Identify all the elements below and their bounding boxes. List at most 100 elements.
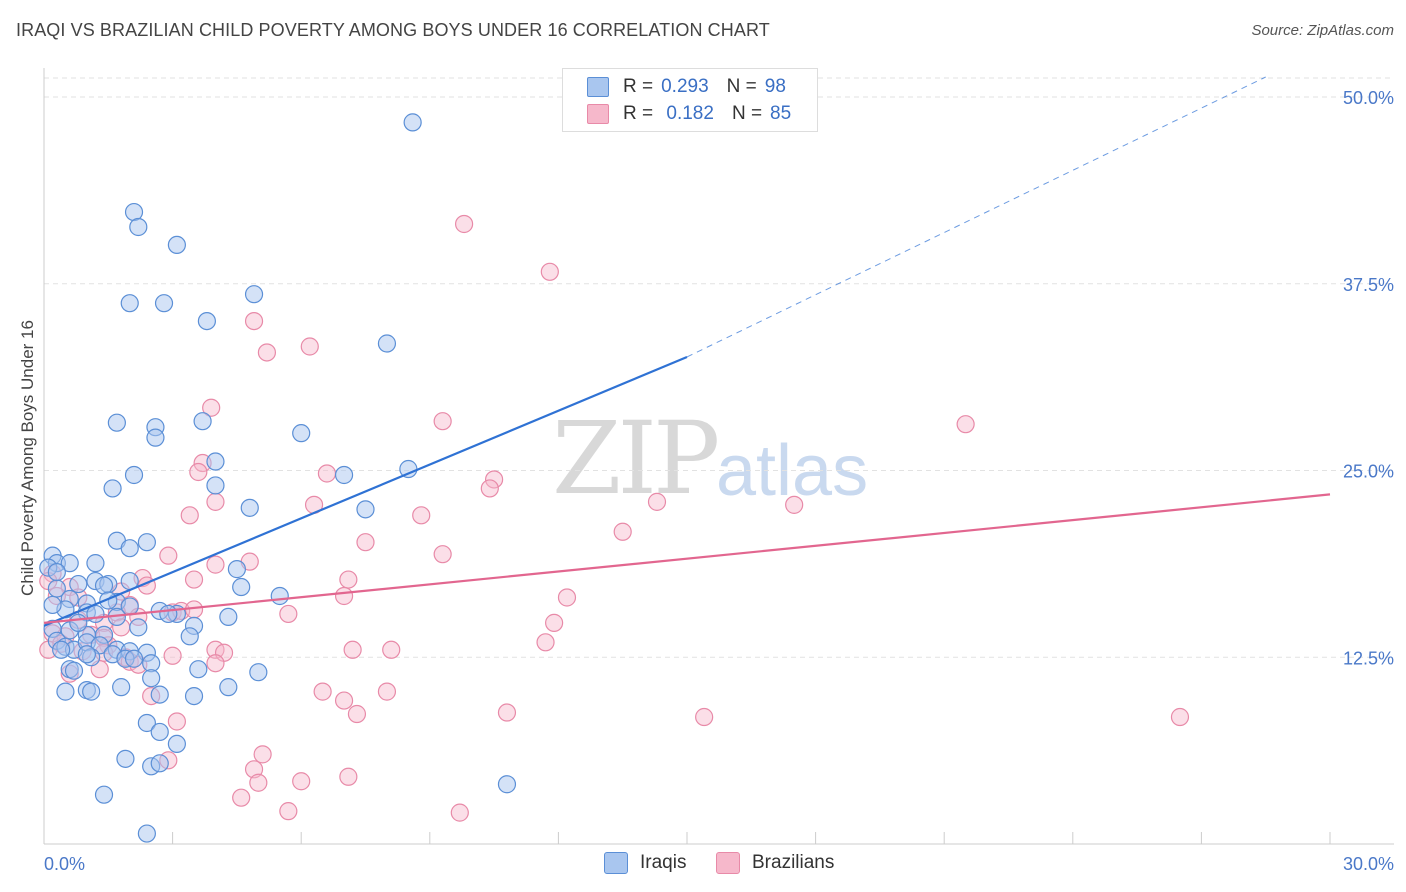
legend: R = 0.293 N = 98 R = 0.182 N = 85 [562, 68, 818, 132]
data-point-brazilians [300, 337, 319, 356]
legend-row-iraqis: R = 0.293 N = 98 [587, 75, 794, 99]
data-point-brazilians [163, 646, 182, 665]
legend-r-label: R = [623, 76, 654, 97]
data-point-iraqis [150, 754, 169, 773]
data-point-iraqis [403, 113, 422, 132]
data-point-iraqis [334, 465, 354, 485]
y-tick-label: 50.0% [1343, 88, 1394, 108]
bottom-legend: Iraqis Brazilians [0, 852, 1406, 876]
data-point-iraqis [120, 294, 139, 313]
data-point-brazilians [433, 412, 452, 431]
trend-line-brazilians [43, 493, 1331, 624]
data-point-iraqis [356, 500, 375, 519]
legend-swatch-brazilians [587, 104, 609, 124]
data-point-brazilians [433, 545, 452, 564]
data-point-iraqis [193, 412, 212, 431]
data-point-iraqis [219, 607, 238, 627]
data-point-iraqis [377, 334, 397, 353]
bottom-legend-iraqis: Iraqis [604, 852, 686, 874]
data-point-brazilians [540, 262, 559, 281]
data-point-brazilians [956, 415, 975, 434]
data-point-brazilians [189, 462, 208, 482]
legend-n-label: N = [726, 76, 757, 97]
data-point-iraqis [86, 554, 105, 573]
data-point-brazilians [377, 682, 397, 701]
data-point-brazilians [356, 533, 375, 552]
legend-n-label: N = [731, 103, 763, 124]
legend-n-value: 98 [764, 76, 786, 97]
data-point-iraqis [124, 465, 144, 485]
data-point-brazilians [339, 570, 358, 589]
trend-lines [43, 76, 1331, 627]
data-point-iraqis [120, 539, 139, 558]
data-point-iraqis [64, 661, 84, 680]
data-point-iraqis [146, 428, 165, 447]
chart-source: Source: ZipAtlas.com [1251, 22, 1394, 39]
legend-n-value: 85 [770, 103, 792, 124]
x-axis-ticks [43, 832, 1331, 844]
data-point-brazilians [545, 613, 564, 632]
y-tick-label: 37.5% [1343, 275, 1394, 295]
bottom-legend-swatch-iraqis [604, 852, 628, 874]
bottom-legend-swatch-brazilians [716, 852, 740, 874]
data-point-brazilians [536, 633, 555, 652]
legend-swatch-iraqis [587, 77, 609, 97]
data-point-iraqis [232, 577, 251, 597]
series-iraqis [39, 113, 517, 843]
legend-r-value: 0.293 [661, 76, 709, 97]
data-point-iraqis [206, 476, 225, 495]
data-point-iraqis [180, 627, 199, 646]
data-point-brazilians [412, 506, 431, 525]
data-point-iraqis [129, 618, 148, 637]
data-point-iraqis [154, 294, 174, 313]
data-point-iraqis [167, 235, 186, 255]
data-point-brazilians [253, 745, 272, 764]
data-point-brazilians [159, 546, 178, 565]
data-point-iraqis [107, 413, 126, 432]
data-point-brazilians [167, 712, 186, 731]
legend-r-label: R = [623, 103, 654, 124]
data-point-brazilians [1170, 707, 1190, 727]
data-point-brazilians [343, 640, 362, 659]
data-point-brazilians [292, 772, 311, 791]
data-point-iraqis [244, 285, 264, 304]
bottom-legend-label-iraqis: Iraqis [640, 852, 687, 873]
data-point-iraqis [197, 312, 216, 331]
data-point-iraqis [189, 660, 208, 679]
data-point-brazilians [232, 788, 251, 807]
data-point-brazilians [313, 682, 332, 701]
data-point-iraqis [69, 613, 88, 632]
x-tick-label: 0.0% [44, 854, 85, 874]
data-point-iraqis [227, 560, 246, 579]
y-tick-label: 12.5% [1343, 648, 1394, 668]
chart-title: IRAQI VS BRAZILIAN CHILD POVERTY AMONG B… [16, 20, 770, 40]
data-point-iraqis [249, 663, 268, 682]
data-point-brazilians [647, 492, 667, 511]
data-point-iraqis [56, 682, 75, 701]
legend-row-brazilians: R = 0.182 N = 85 [587, 102, 799, 126]
data-point-brazilians [206, 654, 225, 673]
data-point-iraqis [159, 604, 178, 624]
data-point-brazilians [244, 760, 264, 779]
grid-lines [44, 77, 1394, 658]
data-point-brazilians [206, 555, 225, 574]
data-point-iraqis [167, 734, 186, 754]
axes [43, 68, 1394, 845]
data-point-iraqis [270, 586, 289, 606]
legend-r-value: 0.182 [661, 103, 714, 124]
data-point-brazilians [613, 522, 632, 541]
data-point-iraqis [240, 498, 259, 517]
data-point-brazilians [339, 767, 358, 786]
data-point-brazilians [497, 703, 517, 722]
data-point-brazilians [695, 707, 714, 727]
data-point-brazilians [785, 495, 804, 514]
data-point-iraqis [137, 713, 156, 733]
data-point-brazilians [249, 773, 268, 792]
data-point-iraqis [137, 824, 156, 843]
data-point-iraqis [142, 669, 161, 688]
data-point-iraqis [219, 678, 238, 697]
data-point-brazilians [317, 464, 337, 483]
data-point-iraqis [47, 562, 66, 582]
y-axis-tick-labels: 12.5% 25.0% 37.5% 50.0% [1343, 88, 1394, 668]
data-point-brazilians [557, 588, 577, 607]
